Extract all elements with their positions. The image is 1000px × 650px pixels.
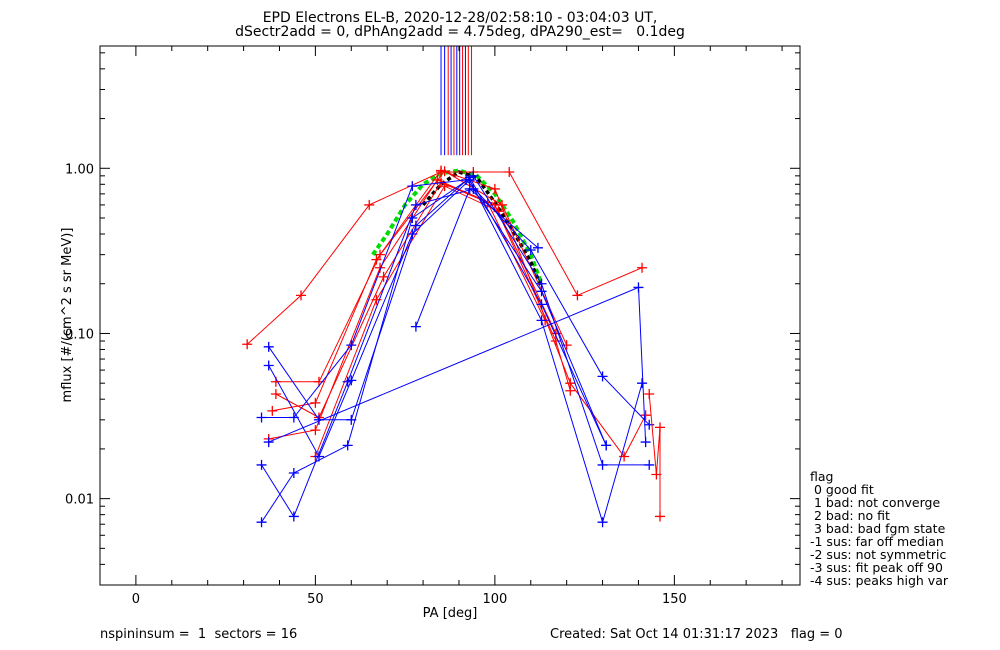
data-point xyxy=(410,321,421,332)
data-point xyxy=(561,340,572,351)
series-line-7 xyxy=(261,179,650,426)
data-point xyxy=(504,166,515,177)
data-point xyxy=(256,412,267,423)
data-point xyxy=(640,410,651,421)
data-point xyxy=(644,389,655,400)
series-line-13 xyxy=(268,286,647,443)
data-point xyxy=(601,440,612,451)
data-point xyxy=(270,389,281,400)
data-point xyxy=(525,245,536,256)
series-line-8 xyxy=(261,188,607,518)
y-axis-label: mflux [#/(cm^2 s sr MeV)] xyxy=(60,227,75,403)
data-point xyxy=(597,371,608,382)
data-point xyxy=(597,459,608,470)
data-point xyxy=(536,299,547,310)
y-tick-label: 0.01 xyxy=(65,493,94,508)
data-point xyxy=(536,278,547,289)
data-point xyxy=(378,271,389,282)
data-point xyxy=(536,315,547,326)
data-point xyxy=(296,290,307,301)
legend-item: -1 sus: far off median xyxy=(810,534,944,549)
data-point xyxy=(346,340,357,351)
flag-legend: flag 0 good fit 1 bad: not converge 2 ba… xyxy=(810,470,948,587)
data-point xyxy=(364,199,375,210)
data-point xyxy=(655,422,665,433)
x-tick-label: 100 xyxy=(482,592,507,607)
legend-item: 1 bad: not converge xyxy=(810,495,941,510)
data-point xyxy=(288,467,299,478)
footer-right: Created: Sat Oct 14 01:31:17 2023 flag =… xyxy=(550,627,843,642)
x-tick-label: 150 xyxy=(662,592,687,607)
data-point xyxy=(342,440,353,451)
data-point xyxy=(310,425,321,436)
data-point xyxy=(267,405,278,416)
data-point xyxy=(310,397,321,408)
series-line-10 xyxy=(268,179,643,524)
data-point xyxy=(439,166,450,177)
data-point xyxy=(263,341,274,352)
data-point xyxy=(288,511,299,522)
data-point xyxy=(407,213,418,224)
legend-item: 2 bad: no fit xyxy=(810,508,890,523)
data-point xyxy=(407,181,418,192)
legend-item: 0 good fit xyxy=(810,482,874,497)
data-point xyxy=(633,282,644,293)
data-point xyxy=(532,242,543,253)
data-point xyxy=(346,375,357,386)
legend-item: -4 sus: peaks high var xyxy=(810,573,949,588)
x-tick-label: 0 xyxy=(132,592,140,607)
data-point xyxy=(640,437,651,448)
series-line-11 xyxy=(268,176,607,446)
series-line-1 xyxy=(246,171,643,345)
data-point xyxy=(637,262,648,273)
data-point xyxy=(572,290,583,301)
data-point xyxy=(256,517,267,528)
chart-title: EPD Electrons EL-B, 2020-12-28/02:58:10 … xyxy=(262,10,658,26)
data-point xyxy=(256,459,267,470)
y-tick-label: 0.10 xyxy=(65,327,94,342)
data-point xyxy=(410,199,421,210)
data-point xyxy=(637,378,648,389)
series-line-9 xyxy=(261,175,650,523)
data-point xyxy=(644,459,655,470)
data-point xyxy=(464,172,475,183)
data-point xyxy=(242,339,253,350)
data-point xyxy=(489,183,500,194)
data-point xyxy=(651,469,662,480)
data-point xyxy=(263,360,274,371)
data-point xyxy=(464,183,475,194)
footer-left: nspininsum = 1 sectors = 16 xyxy=(100,627,298,642)
data-point xyxy=(346,414,357,425)
y-tick-label: 1.00 xyxy=(65,162,94,177)
chart-subtitle: dSectr2add = 0, dPhAng2add = 4.75deg, dP… xyxy=(235,24,685,40)
data-point xyxy=(565,385,576,396)
data-point xyxy=(263,437,274,448)
legend-item: -3 sus: fit peak off 90 xyxy=(810,560,943,575)
data-point xyxy=(597,517,608,528)
x-tick-label: 50 xyxy=(307,592,324,607)
data-point xyxy=(313,451,324,462)
legend-item: 3 bad: bad fgm state xyxy=(810,521,946,536)
series-line-14 xyxy=(648,393,661,517)
plot-frame xyxy=(99,45,801,586)
data-point xyxy=(644,419,655,430)
x-axis-label: PA [deg] xyxy=(422,606,478,621)
legend-title: flag xyxy=(810,469,834,484)
series-line-2 xyxy=(275,169,647,458)
legend-item: -2 sus: not symmetric xyxy=(810,547,947,562)
data-point xyxy=(655,511,665,522)
data-point xyxy=(410,220,421,231)
data-point xyxy=(371,254,382,265)
data-point xyxy=(371,294,382,305)
